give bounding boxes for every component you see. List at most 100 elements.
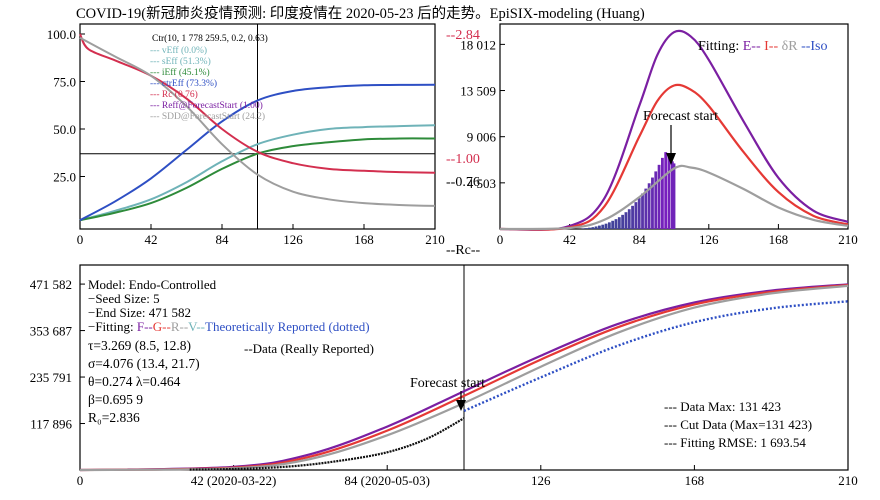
- daily-bar: [657, 164, 661, 229]
- fit-stat-line: --- Data Max: 131 423: [664, 399, 781, 414]
- fitting-legend: −Fitting: F--G--R--V--Theoretically Repo…: [88, 319, 370, 334]
- fitting-legend-entry: V--: [188, 319, 205, 334]
- daily-series-line-E: [499, 29, 849, 231]
- daily-ytick-label: 9 006: [467, 130, 497, 145]
- eff-ytick-label: 75.0: [53, 75, 76, 90]
- daily-series-line-I: [499, 83, 849, 231]
- daily-xtick-label: 0: [497, 232, 504, 247]
- eff-xtick-label: 0: [77, 232, 84, 247]
- daily-bar: [621, 214, 625, 229]
- cursor-readout: Ctr(10, 1 778 259.5, 0.2, 0.63): [152, 33, 268, 44]
- daily-ytick-label: 4 503: [467, 176, 496, 191]
- daily-bar: [598, 225, 601, 229]
- daily-bar: [647, 183, 651, 229]
- eff-series-line-0: [79, 124, 436, 222]
- daily-xtick-label: 210: [838, 232, 858, 247]
- rc-low-label: --0.76: [446, 175, 480, 190]
- eff-series-line-1: [79, 137, 436, 222]
- daily-xtick-label: 126: [699, 232, 719, 247]
- fit-stat-line: --- Fitting RMSE: 1 693.54: [664, 435, 806, 450]
- fitting-legend-entry: Theoretically Reported (dotted): [205, 319, 370, 334]
- eff-legend-item: --- ctrEff (73.3%): [150, 78, 217, 89]
- daily-ytick-label: 18 012: [460, 37, 496, 52]
- eff-legend-item: --- Rc (0.76): [150, 89, 198, 100]
- eff-xtick-label: 168: [354, 232, 374, 247]
- daily-legend-entry: E--: [743, 39, 764, 54]
- eff-xtick-label: 42: [145, 232, 158, 247]
- model-info-line: −End Size: 471 582: [88, 305, 191, 320]
- fitting-legend-entry: F--: [137, 319, 153, 334]
- daily-bar: [654, 171, 658, 229]
- eff-xtick-label: 126: [283, 232, 303, 247]
- daily-bar: [637, 198, 641, 229]
- daily-bar: [631, 205, 634, 229]
- daily-bar: [667, 155, 671, 229]
- daily-forecast-arrow-head: [666, 153, 676, 165]
- model-info-line: Model: Endo-Controlled: [88, 277, 217, 292]
- cum-xtick-label: 42 (2020-03-22): [191, 473, 277, 488]
- daily-xtick-label: 84: [633, 232, 647, 247]
- cum-series-line-R: [79, 284, 849, 472]
- eff-xtick-label: 84: [216, 232, 230, 247]
- daily-bar: [588, 227, 591, 229]
- daily-bar: [601, 224, 605, 229]
- cum-xtick-label: 0: [77, 473, 84, 488]
- rc-mid-label: --1.00: [446, 152, 480, 167]
- daily-legend-entry: I--: [764, 39, 782, 54]
- daily-series-line-δR: [499, 164, 849, 231]
- cum-reported-data-line: [189, 417, 465, 471]
- daily-bar: [591, 227, 595, 229]
- fitting-legend-entry: G--: [153, 319, 171, 334]
- rc-axis-label: --Rc--: [446, 243, 481, 258]
- cum-xtick-label: 84 (2020-05-03): [344, 473, 430, 488]
- daily-bar: [611, 220, 615, 229]
- cum-ytick-label: 353 687: [30, 324, 73, 339]
- model-info-line: −Seed Size: 5: [88, 291, 160, 306]
- daily-bar: [584, 228, 588, 229]
- daily-legend-prefix: Fitting:: [698, 39, 743, 54]
- eff-ytick-label: 25.0: [53, 170, 76, 185]
- daily-bar: [634, 202, 638, 229]
- daily-forecast-label: Forecast start: [643, 109, 718, 124]
- model-param-line: τ=3.269 (8.5, 12.8): [88, 338, 191, 353]
- data-note: --Data (Really Reported): [244, 341, 374, 356]
- eff-legend-item: --- sEff (51.3%): [150, 56, 211, 67]
- daily-legend-entry: δR: [782, 39, 801, 54]
- fitting-legend-entry: R--: [171, 319, 188, 334]
- daily-bar: [660, 157, 664, 229]
- fitting-legend-prefix: −Fitting:: [88, 319, 137, 334]
- daily-bar: [664, 152, 668, 229]
- rc-top-label: --2.84: [446, 28, 480, 43]
- daily-bar: [594, 226, 598, 229]
- cum-xtick-label: 168: [685, 473, 705, 488]
- cum-ytick-label: 471 582: [30, 277, 72, 292]
- eff-legend-item: --- Reff@ForecastStart (1.00): [150, 100, 263, 111]
- daily-bar: [672, 163, 676, 229]
- eff-ytick-label: 50.0: [53, 122, 76, 137]
- chart-title: COVID-19(新冠肺炎疫情预测: 印度疫情在 2020-05-23 后的走势…: [76, 6, 645, 22]
- eff-series-line-4: [79, 36, 436, 207]
- eff-legend-item: --- SDD@ForecastStart (24.2): [150, 111, 265, 122]
- cum-xtick-label: 210: [838, 473, 858, 488]
- eff-series-line-2: [79, 83, 436, 222]
- eff-series-line-3: [79, 33, 436, 174]
- cum-ytick-label: 117 896: [30, 417, 72, 432]
- cum-series-line-V: [463, 300, 849, 412]
- daily-bar: [641, 193, 644, 229]
- model-param-line: β=0.695 9: [88, 392, 143, 407]
- fit-stat-line: --- Cut Data (Max=131 423): [664, 417, 812, 432]
- cum-xtick-label: 126: [531, 473, 551, 488]
- daily-bar: [604, 223, 608, 229]
- daily-bar: [624, 212, 628, 229]
- daily-bar: [614, 219, 618, 229]
- daily-bar: [581, 228, 585, 229]
- daily-bar: [651, 177, 654, 229]
- cum-ytick-label: 235 791: [30, 370, 72, 385]
- daily-bar: [607, 222, 611, 229]
- model-param-line: θ=0.274 λ=0.464: [88, 374, 181, 389]
- daily-legend: Fitting: E-- I-- δR --Iso: [698, 39, 828, 54]
- daily-bar: [670, 161, 674, 229]
- eff-legend-item: --- vEff (0.0%): [150, 45, 207, 56]
- daily-xtick-label: 168: [769, 232, 789, 247]
- eff-ytick-label: 100.0: [47, 27, 76, 42]
